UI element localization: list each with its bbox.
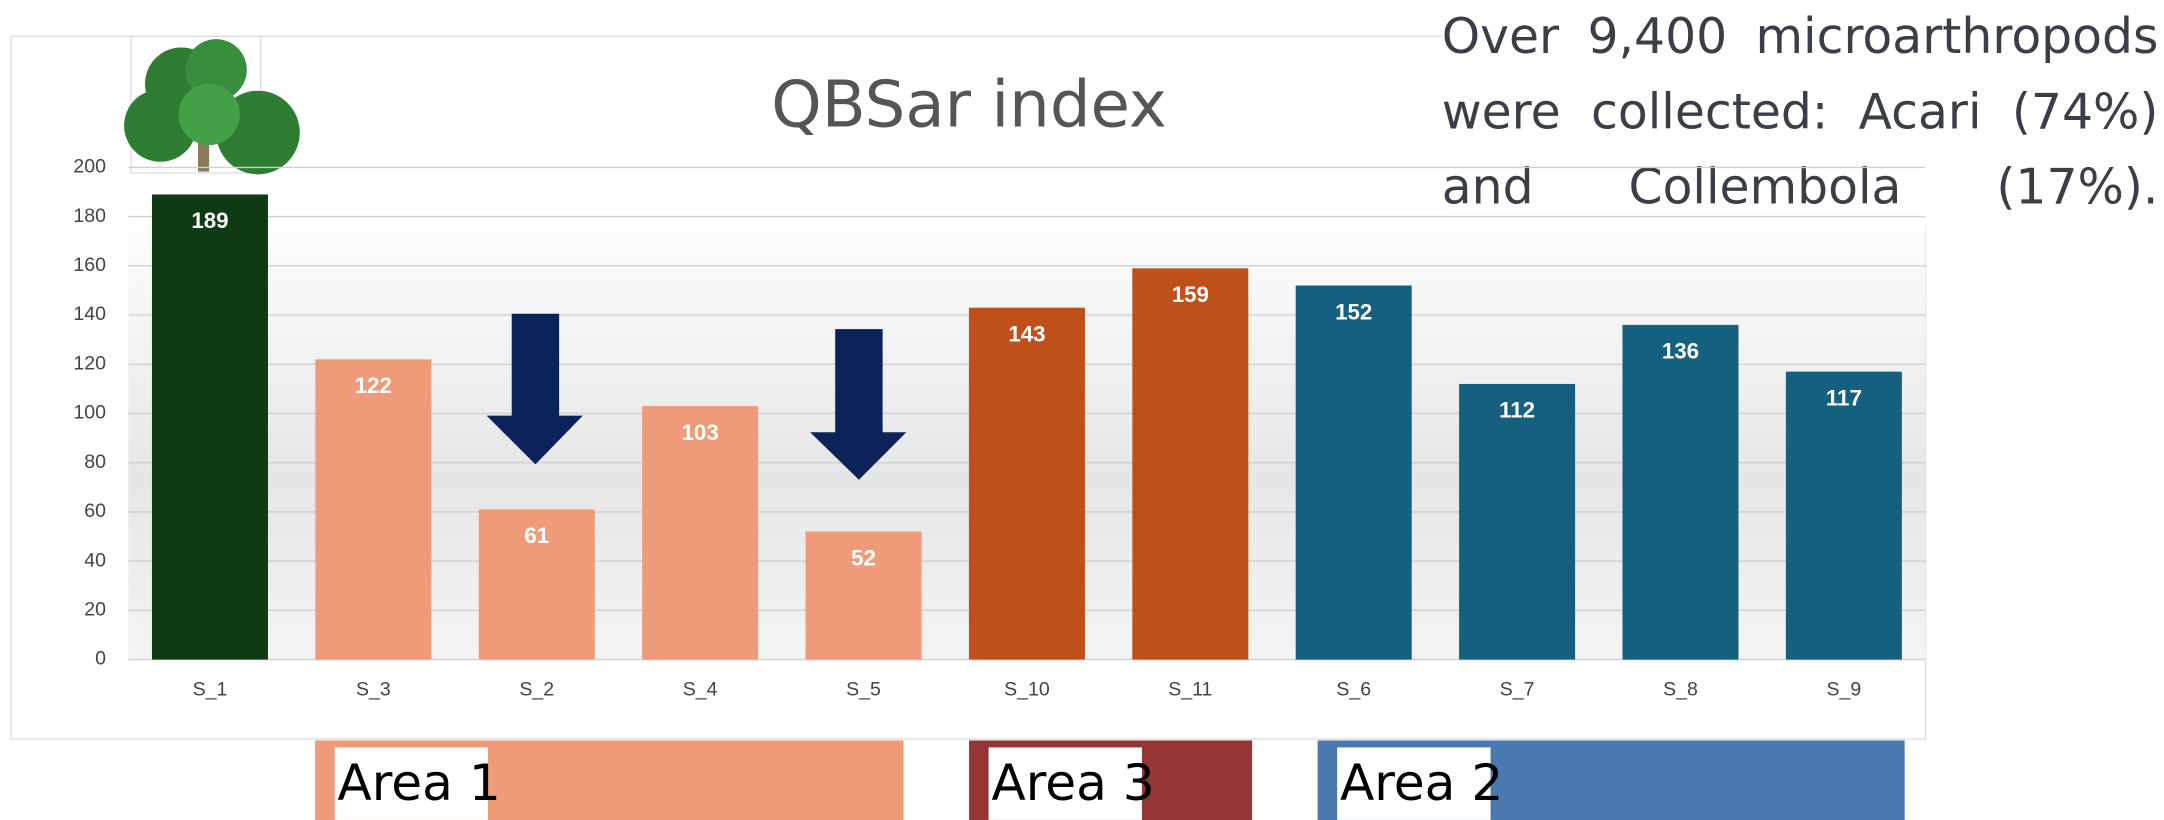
x-tick-label: S_6 bbox=[1336, 678, 1371, 700]
y-tick-label: 80 bbox=[84, 451, 106, 473]
area-label-box bbox=[334, 747, 489, 820]
arrow bbox=[810, 329, 907, 480]
x-tick-label: S_4 bbox=[683, 678, 718, 700]
y-tick-label: 100 bbox=[73, 402, 106, 424]
tree-icon bbox=[124, 35, 300, 175]
bar bbox=[151, 194, 268, 660]
area-label-box bbox=[988, 747, 1142, 820]
x-tick-label: S_8 bbox=[1663, 678, 1698, 700]
value-label: 136 bbox=[1662, 339, 1699, 364]
bar bbox=[315, 359, 432, 660]
value-label: 117 bbox=[1826, 385, 1862, 410]
y-tick-label: 140 bbox=[73, 303, 106, 325]
y-tick-label: 40 bbox=[84, 549, 106, 571]
bar bbox=[805, 531, 922, 660]
x-tick-label: S_11 bbox=[1168, 678, 1212, 700]
area-label: Area 1 bbox=[337, 753, 500, 812]
x-tick-label: S_1 bbox=[193, 678, 228, 700]
bar bbox=[642, 406, 759, 660]
bar bbox=[1622, 324, 1739, 660]
area-label: Area 3 bbox=[991, 753, 1154, 812]
y-tick-label: 0 bbox=[95, 648, 106, 670]
x-tick-label: S_2 bbox=[519, 678, 554, 700]
bar bbox=[968, 307, 1085, 660]
value-label: 143 bbox=[1008, 321, 1045, 346]
value-label: 122 bbox=[355, 373, 392, 398]
note-text: Over 9,400 microarthropods were collecte… bbox=[1441, 0, 2159, 224]
arrow bbox=[486, 313, 583, 465]
bar bbox=[1295, 285, 1412, 660]
value-label: 189 bbox=[191, 208, 228, 233]
value-label: 52 bbox=[851, 545, 876, 570]
y-tick-label: 120 bbox=[73, 352, 106, 374]
note-box: Over 9,400 microarthropods were collecte… bbox=[1441, 0, 2159, 224]
area-label: Area 2 bbox=[1340, 753, 1503, 812]
x-tick-label: S_3 bbox=[356, 678, 391, 700]
bar bbox=[1459, 383, 1576, 660]
value-label: 103 bbox=[682, 420, 719, 445]
value-label: 159 bbox=[1172, 282, 1209, 307]
value-label: 112 bbox=[1499, 398, 1535, 423]
y-tick-label: 60 bbox=[84, 500, 106, 522]
y-tick-label: 20 bbox=[84, 599, 106, 621]
y-tick-label: 180 bbox=[73, 205, 106, 227]
value-label: 152 bbox=[1335, 299, 1372, 324]
x-tick-label: S_10 bbox=[1004, 678, 1050, 700]
y-tick-label: 160 bbox=[73, 254, 106, 276]
x-tick-label: S_5 bbox=[846, 678, 881, 700]
area-label-box bbox=[1337, 747, 1491, 820]
value-label: 61 bbox=[524, 523, 549, 548]
x-tick-label: S_7 bbox=[1500, 678, 1535, 700]
x-tick-label: S_9 bbox=[1827, 678, 1862, 700]
bar bbox=[1785, 371, 1902, 660]
chart-title: QBSar index bbox=[771, 67, 1167, 142]
y-tick-label: 200 bbox=[73, 156, 106, 178]
bar bbox=[1132, 268, 1249, 660]
bar bbox=[478, 509, 595, 660]
